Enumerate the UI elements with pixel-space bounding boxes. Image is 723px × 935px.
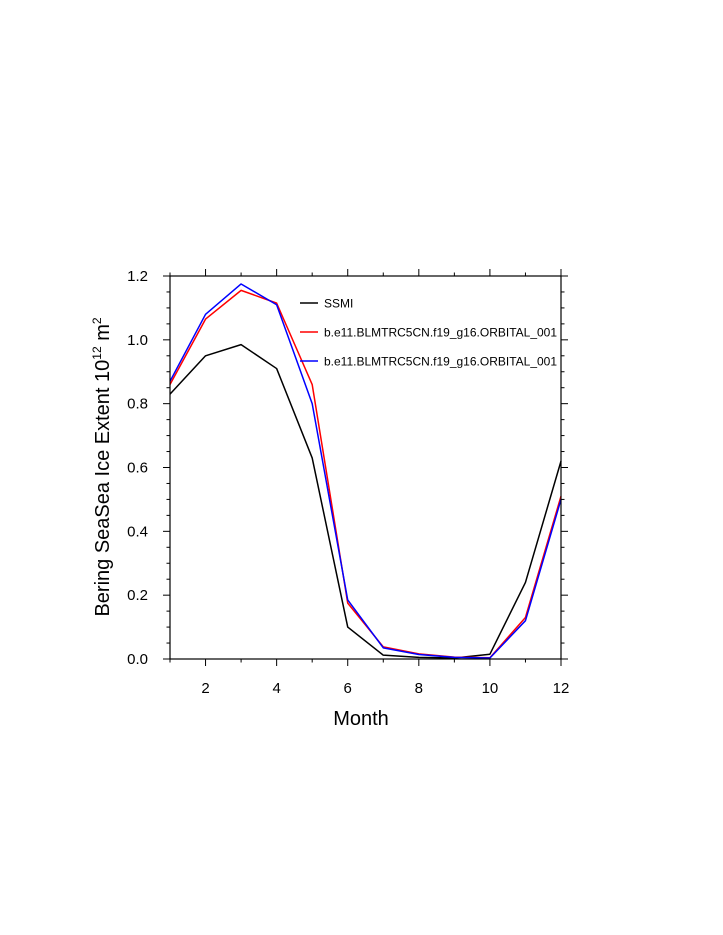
y-tick-label: 1.2 — [127, 268, 148, 285]
y-axis-title-base: Bering SeaSea Ice Extent 10 — [92, 360, 114, 617]
axis-ticks: 2 4 6 8 10 12 0.0 0.2 0.4 0.6 0.8 1.0 1.2 — [127, 268, 569, 697]
y-axis-title-unit-exponent: 2 — [90, 317, 104, 324]
legend-label-3: b.e11.BLMTRC5CN.f19_g16.ORBITAL_001 — [324, 355, 557, 369]
legend-label-1: SSMI — [324, 297, 353, 311]
y-tick-label: 1.0 — [127, 332, 148, 349]
series-line-2 — [169, 289, 562, 659]
y-tick-label: 0.6 — [127, 460, 148, 477]
y-tick-label: 0.0 — [127, 651, 148, 668]
x-tick-label: 8 — [415, 680, 423, 697]
x-axis-title: Month — [333, 708, 389, 730]
plot-area — [169, 283, 562, 659]
y-tick-label: 0.8 — [127, 396, 148, 413]
y-axis-title-exponent: 12 — [90, 346, 104, 360]
y-tick-label: 0.2 — [127, 587, 148, 604]
x-tick-label: 6 — [344, 680, 352, 697]
x-tick-label: 2 — [201, 680, 209, 697]
y-tick-label: 0.4 — [127, 523, 148, 540]
y-axis-title-unit: m — [92, 324, 114, 346]
legend-label-2: b.e11.BLMTRC5CN.f19_g16.ORBITAL_001 — [324, 326, 557, 340]
y-axis-title: Bering SeaSea Ice Extent 1012 m2 — [90, 317, 114, 616]
x-tick-label: 4 — [272, 680, 280, 697]
x-tick-label: 12 — [553, 680, 570, 697]
legend: SSMIb.e11.BLMTRC5CN.f19_g16.ORBITAL_001b… — [300, 297, 557, 369]
series-line-3 — [169, 283, 562, 659]
x-tick-label: 10 — [482, 680, 499, 697]
series-line-1 — [169, 343, 562, 659]
